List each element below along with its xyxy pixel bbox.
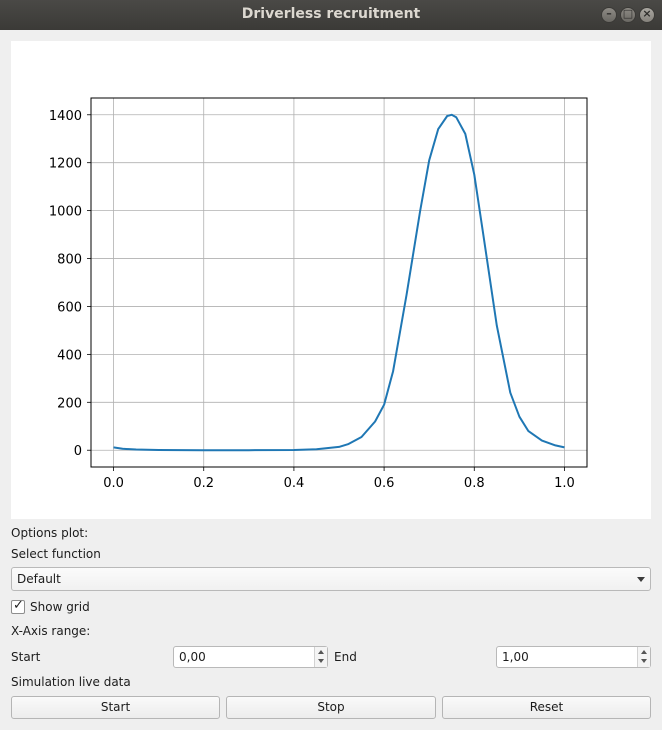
- start-spinbox[interactable]: 0,00: [173, 646, 328, 668]
- maximize-icon: □: [622, 7, 634, 20]
- arrow-up-icon[interactable]: [641, 650, 647, 654]
- series-line: [113, 113, 565, 452]
- start-button[interactable]: Start: [11, 696, 220, 719]
- minimize-icon: –: [606, 7, 612, 20]
- y-tick-label: 1000: [49, 205, 82, 220]
- y-tick-label: 0: [74, 444, 82, 459]
- title-bar: Driverless recruitment – □ ×: [0, 0, 662, 30]
- end-stepper[interactable]: [637, 647, 650, 667]
- x-tick-label: 1.0: [554, 476, 575, 491]
- start-stepper[interactable]: [314, 647, 327, 667]
- chevron-down-icon: [637, 577, 645, 582]
- y-tick-label: 1200: [49, 157, 82, 172]
- select-function-label: Select function: [11, 547, 101, 561]
- plot-canvas: 0.0 0.2 0.4 0.6 0.8 1.0 0 200 400 600 800 1000 1200 1…: [11, 41, 651, 519]
- x-tick-label: 0.2: [193, 476, 214, 491]
- end-label: End: [334, 650, 357, 664]
- x-tick-label: 0.8: [464, 476, 485, 491]
- axes-frame: [90, 97, 588, 468]
- simulation-label: Simulation live data: [11, 675, 131, 689]
- y-tick-label: 1400: [49, 109, 82, 124]
- start-label: Start: [11, 650, 41, 664]
- close-button[interactable]: ×: [639, 7, 655, 23]
- x-tick-label: 0.0: [103, 476, 124, 491]
- end-spinbox[interactable]: 1,00: [496, 646, 651, 668]
- line-chart: 0.0 0.2 0.4 0.6 0.8 1.0 0 200 400 600 800 1000 1200 1…: [49, 97, 588, 491]
- checkmark-icon: ✓: [13, 598, 24, 613]
- x-tick-label: 0.6: [374, 476, 395, 491]
- minimize-button[interactable]: –: [601, 7, 617, 23]
- function-select[interactable]: Default: [11, 567, 651, 591]
- y-tick-label: 200: [57, 396, 82, 411]
- arrow-up-icon[interactable]: [318, 650, 324, 654]
- window-title: Driverless recruitment: [241, 6, 421, 22]
- close-icon: ×: [642, 7, 652, 20]
- y-tick-label: 600: [57, 300, 82, 315]
- function-select-value: Default: [17, 572, 61, 586]
- show-grid-checkbox[interactable]: ✓: [11, 598, 25, 614]
- end-value: 1,00: [502, 650, 529, 664]
- start-value: 0,00: [179, 650, 206, 664]
- y-tick-label: 800: [57, 253, 82, 268]
- options-heading: Options plot:: [11, 526, 89, 540]
- maximize-button[interactable]: □: [620, 7, 636, 23]
- arrow-down-icon[interactable]: [641, 659, 647, 663]
- y-tick-label: 400: [57, 348, 82, 363]
- arrow-down-icon[interactable]: [318, 659, 324, 663]
- stop-button[interactable]: Stop: [226, 696, 436, 719]
- reset-button[interactable]: Reset: [442, 696, 651, 719]
- show-grid-label[interactable]: Show grid: [30, 600, 90, 614]
- x-tick-label: 0.4: [284, 476, 305, 491]
- xaxis-range-label: X-Axis range:: [11, 624, 91, 638]
